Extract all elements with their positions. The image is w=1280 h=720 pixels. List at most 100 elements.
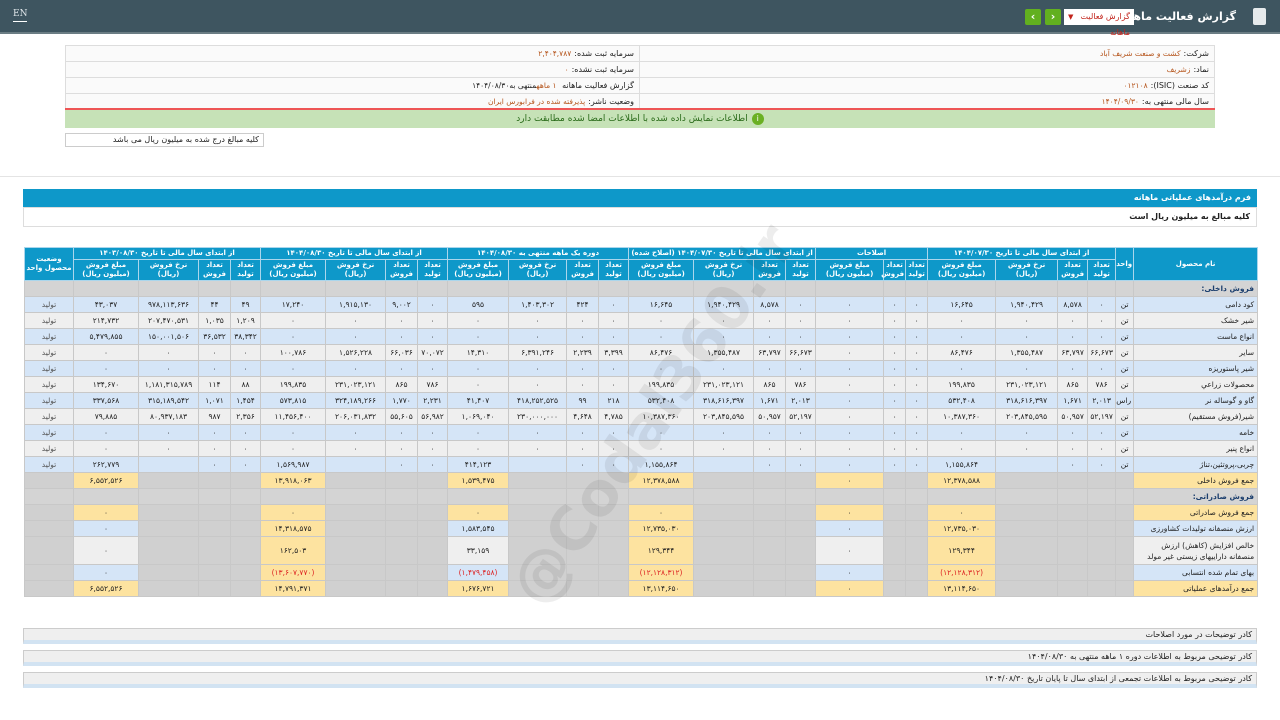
empty-cell	[1087, 280, 1117, 297]
cell-value: ۲۶۲,۷۷۹	[72, 456, 140, 473]
cell-value: ۰	[883, 440, 907, 457]
cell-value	[138, 456, 200, 473]
cell-value: ۱۰,۳۸۷,۳۶۰	[927, 408, 997, 425]
summary-value: ۱۴,۷۹۱,۳۷۱	[260, 580, 327, 597]
empty-cell	[566, 472, 600, 489]
cell-value: ۰	[905, 360, 929, 377]
cell-value: ۰	[72, 360, 140, 377]
empty-cell	[883, 520, 907, 537]
report-type-select[interactable]: گزارش فعالیت ماهانه ▼	[1064, 9, 1134, 37]
cell-value: ۲۳۰,۰۰۰,۰۰۰	[508, 408, 568, 425]
header-sub: مبلغ فروش (میلیون ریال)	[927, 259, 997, 281]
product-name: شیر خشک	[1133, 312, 1259, 329]
empty-cell	[927, 280, 997, 297]
summary-label: جمع فروش داخلی	[1133, 472, 1259, 489]
unit: تن	[1115, 456, 1135, 473]
header-sub: تعداد تولید	[1087, 259, 1117, 281]
empty-cell	[72, 488, 140, 505]
empty-cell	[230, 504, 262, 521]
cell-value: ۰	[1087, 440, 1117, 457]
cell-value: ۰	[753, 456, 787, 473]
publisher-status: پذیرفته شده در فرابورس ایران	[487, 97, 586, 106]
cell-value: ۰	[815, 408, 885, 425]
cell-value: ۰	[325, 360, 387, 377]
cell-value: ۰	[260, 312, 327, 329]
cell-value: ۰	[905, 344, 929, 361]
cell-value: ۰	[198, 456, 232, 473]
cell-value: ۰	[815, 424, 885, 441]
empty-cell	[883, 472, 907, 489]
unit: تن	[1115, 408, 1135, 425]
cell-value: ۰	[566, 456, 600, 473]
cell-value: ۵۲,۱۹۷	[1087, 408, 1117, 425]
empty-cell	[566, 564, 600, 581]
header-sub: تعداد تولید	[905, 259, 929, 281]
empty-cell	[198, 520, 232, 537]
cell-value: ۹۹	[566, 392, 600, 409]
empty-cell	[230, 488, 262, 505]
header-sub: تعداد تولید	[230, 259, 262, 281]
product-status: تولید	[24, 456, 74, 473]
cell-value: ۰	[693, 440, 755, 457]
info-icon: i	[751, 112, 764, 125]
cell-value: ۰	[566, 328, 600, 345]
cell-value: ۱,۵۶۹,۹۸۷	[260, 456, 327, 473]
cell-value: ۰	[325, 440, 387, 457]
language-toggle[interactable]: EN	[13, 9, 28, 22]
cell-value: ۰	[905, 312, 929, 329]
cell-value: ۰	[198, 440, 232, 457]
empty-cell	[905, 520, 929, 537]
summary-value: ۶,۵۵۲,۵۲۶	[72, 472, 140, 489]
empty-cell	[693, 504, 755, 521]
cell-value: ۸۰,۹۳۷,۱۸۳	[138, 408, 200, 425]
cell-value: ۲۱۴,۷۳۲	[72, 312, 140, 329]
cell-value: ۱۱,۴۵۶,۴۰۰	[260, 408, 327, 425]
cell-value: ۷۸۶	[417, 376, 449, 393]
empty-cell	[1057, 520, 1089, 537]
select-value: گزارش فعالیت ماهانه	[1080, 12, 1130, 37]
empty-cell	[995, 580, 1059, 597]
empty-cell	[883, 564, 907, 581]
empty-cell	[995, 280, 1059, 297]
empty-cell	[508, 488, 568, 505]
cell-value: ۰	[385, 424, 419, 441]
prev-button[interactable]: ‹	[1025, 9, 1041, 25]
product-status: تولید	[24, 360, 74, 377]
note-adjustments: کادر توضیحات در مورد اصلاحات	[23, 628, 1257, 644]
cell-value: ۵۳۲,۴۰۸	[927, 392, 997, 409]
section-row: فروش داخلی:	[24, 280, 1259, 297]
cell-value: ۱۰,۳۸۷,۳۶۰	[628, 408, 695, 425]
empty-cell	[230, 564, 262, 581]
cell-value: ۰	[508, 376, 568, 393]
unit: تن	[1115, 424, 1135, 441]
cell-value: ۶۳,۷۹۷	[753, 344, 787, 361]
cell-value: ۸۶۵	[1057, 376, 1089, 393]
divider	[0, 176, 1280, 177]
empty-cell	[24, 536, 74, 565]
summary-value: (۱۲,۱۲۸,۳۱۲)	[628, 564, 695, 581]
summary-value: ۱۴,۳۱۸,۵۷۵	[260, 520, 327, 537]
cell-value: ۰	[325, 312, 387, 329]
next-button[interactable]: ›	[1045, 9, 1061, 25]
cell-value: ۰	[815, 360, 885, 377]
cell-value: ۱,۳۵۵,۴۸۷	[693, 344, 755, 361]
summary-value: ۱۲,۳۷۸,۵۸۸	[927, 472, 997, 489]
cell-value: ۳۳۷,۵۶۸	[72, 392, 140, 409]
cell-value: ۱۹۹,۸۳۵	[927, 376, 997, 393]
cell-value: ۰	[230, 360, 262, 377]
empty-cell	[230, 472, 262, 489]
summary-value: ۰	[815, 504, 885, 521]
table-row: انواع پنیر تن ۰ ۰ ۰ ۰ ۰ ۰ ۰ ۰ ۰ ۰ ۰ ۰ ۰ ۰ ۰ ۰ ۰ ۰ ۰ ۰ ۰ ۰ ۰ تولید	[24, 440, 1259, 457]
cell-value: ۰	[1087, 296, 1117, 313]
empty-cell	[693, 488, 755, 505]
summary-value: ۰	[815, 580, 885, 597]
cell-value: ۰	[230, 456, 262, 473]
empty-cell	[753, 280, 787, 297]
cell-value: ۱,۵۲۶,۲۲۸	[325, 344, 387, 361]
cell-value: ۰	[905, 328, 929, 345]
cell-value: ۰	[138, 440, 200, 457]
empty-cell	[24, 580, 74, 597]
empty-cell	[905, 280, 929, 297]
cell-value: ۳۱۵,۱۸۹,۵۴۲	[138, 392, 200, 409]
summary-value: (۱,۴۷۹,۴۵۸)	[447, 564, 510, 581]
